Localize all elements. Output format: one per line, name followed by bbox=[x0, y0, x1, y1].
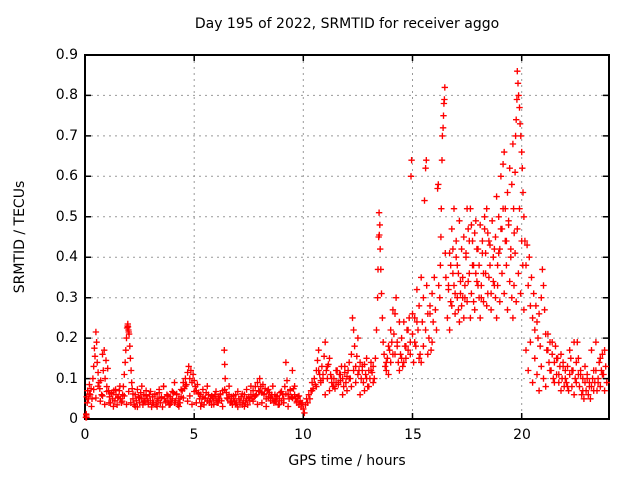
y-tick-label: 0.2 bbox=[55, 330, 78, 346]
y-axis-title: SRMTID / TECUs bbox=[12, 180, 28, 294]
y-tick-label: 0 bbox=[69, 411, 78, 427]
chart-title: Day 195 of 2022, SRMTID for receiver agg… bbox=[194, 16, 500, 32]
y-tick-label: 0.8 bbox=[55, 87, 78, 103]
x-tick-label: 0 bbox=[80, 427, 90, 443]
x-tick-label: 5 bbox=[189, 427, 199, 443]
x-tick-label: 20 bbox=[513, 427, 531, 443]
y-tick-label: 0.7 bbox=[55, 128, 78, 144]
plot-border bbox=[84, 54, 610, 420]
y-tick-label: 0.5 bbox=[55, 209, 78, 225]
y-tick-label: 0.9 bbox=[55, 47, 78, 63]
y-tick-label: 0.3 bbox=[55, 290, 78, 306]
y-tick-label: 0.4 bbox=[55, 249, 78, 265]
scatter-points bbox=[82, 68, 610, 421]
y-tick-label: 0.1 bbox=[55, 371, 78, 387]
axis-ticks bbox=[84, 54, 609, 420]
y-tick-label: 0.6 bbox=[55, 168, 78, 184]
x-axis-title: GPS time / hours bbox=[288, 453, 406, 469]
x-tick-label: 15 bbox=[404, 427, 422, 443]
grid-lines bbox=[85, 55, 609, 419]
x-tick-label: 10 bbox=[294, 427, 312, 443]
